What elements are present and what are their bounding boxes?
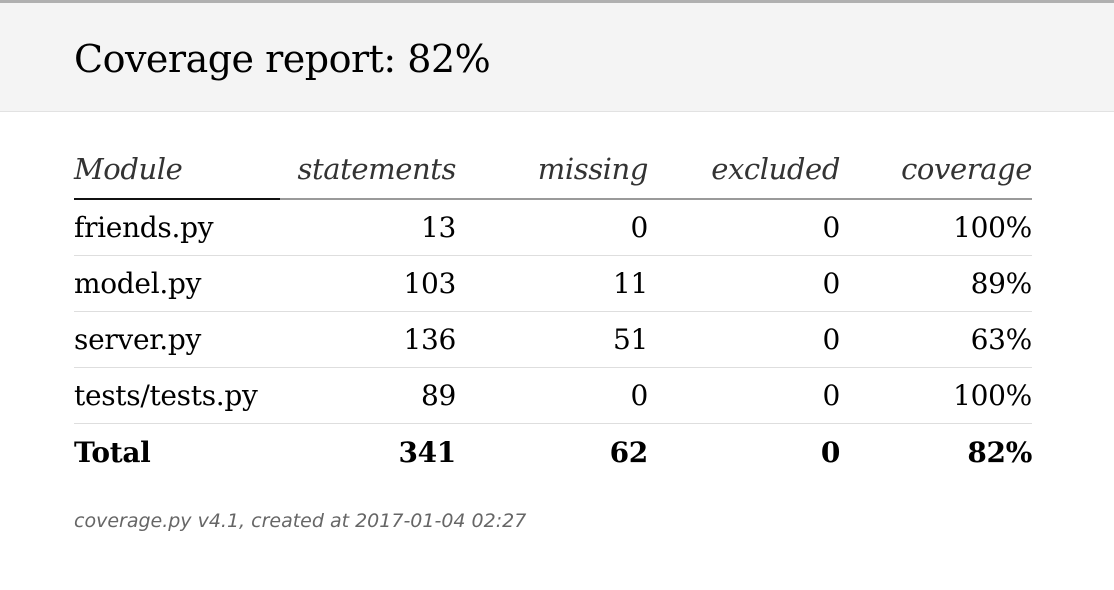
total-label: Total bbox=[74, 435, 151, 469]
module-name-link[interactable]: server.py bbox=[74, 311, 280, 368]
coverage-table: Module statements missing excluded cover… bbox=[74, 152, 1032, 480]
page-header: Coverage report: 82% bbox=[0, 3, 1114, 112]
excluded-cell: 0 bbox=[648, 311, 840, 368]
coverage-cell: 100% bbox=[840, 367, 1032, 424]
total-statements: 341 bbox=[398, 435, 456, 469]
excluded-cell: 0 bbox=[648, 255, 840, 312]
table-row: server.py 136 51 0 63% bbox=[74, 311, 1032, 368]
table-row: tests/tests.py 89 0 0 100% bbox=[74, 367, 1032, 424]
total-row: Total 341 62 0 82% bbox=[74, 424, 1032, 481]
module-name-link[interactable]: tests/tests.py bbox=[74, 367, 280, 424]
column-header-coverage[interactable]: coverage bbox=[840, 152, 1032, 200]
coverage-cell: 63% bbox=[840, 311, 1032, 368]
report-content: Module statements missing excluded cover… bbox=[0, 112, 1114, 480]
module-name-link[interactable]: model.py bbox=[74, 255, 280, 312]
column-header-module[interactable]: Module bbox=[74, 152, 280, 200]
top-border bbox=[0, 0, 1114, 3]
column-header-statements[interactable]: statements bbox=[280, 152, 456, 200]
column-header-excluded[interactable]: excluded bbox=[648, 152, 840, 200]
missing-cell: 0 bbox=[456, 367, 648, 424]
statements-cell: 89 bbox=[280, 367, 456, 424]
footer-text: coverage.py v4.1, created at 2017-01-04 … bbox=[74, 510, 527, 532]
table-row: friends.py 13 0 0 100% bbox=[74, 199, 1032, 256]
total-excluded: 0 bbox=[820, 435, 840, 469]
missing-cell: 51 bbox=[456, 311, 648, 368]
coverage-cell: 100% bbox=[840, 199, 1032, 256]
module-name-link[interactable]: friends.py bbox=[74, 199, 280, 256]
total-missing: 62 bbox=[609, 435, 649, 469]
table-header-row: Module statements missing excluded cover… bbox=[74, 152, 1032, 200]
coverage-cell: 89% bbox=[840, 255, 1032, 312]
excluded-cell: 0 bbox=[648, 199, 840, 256]
statements-cell: 103 bbox=[280, 255, 456, 312]
column-header-missing[interactable]: missing bbox=[456, 152, 648, 200]
table-row: model.py 103 11 0 89% bbox=[74, 255, 1032, 312]
statements-cell: 136 bbox=[280, 311, 456, 368]
page-title: Coverage report: 82% bbox=[74, 37, 491, 81]
statements-cell: 13 bbox=[280, 199, 456, 256]
missing-cell: 0 bbox=[456, 199, 648, 256]
total-coverage: 82% bbox=[967, 435, 1032, 469]
missing-cell: 11 bbox=[456, 255, 648, 312]
excluded-cell: 0 bbox=[648, 367, 840, 424]
